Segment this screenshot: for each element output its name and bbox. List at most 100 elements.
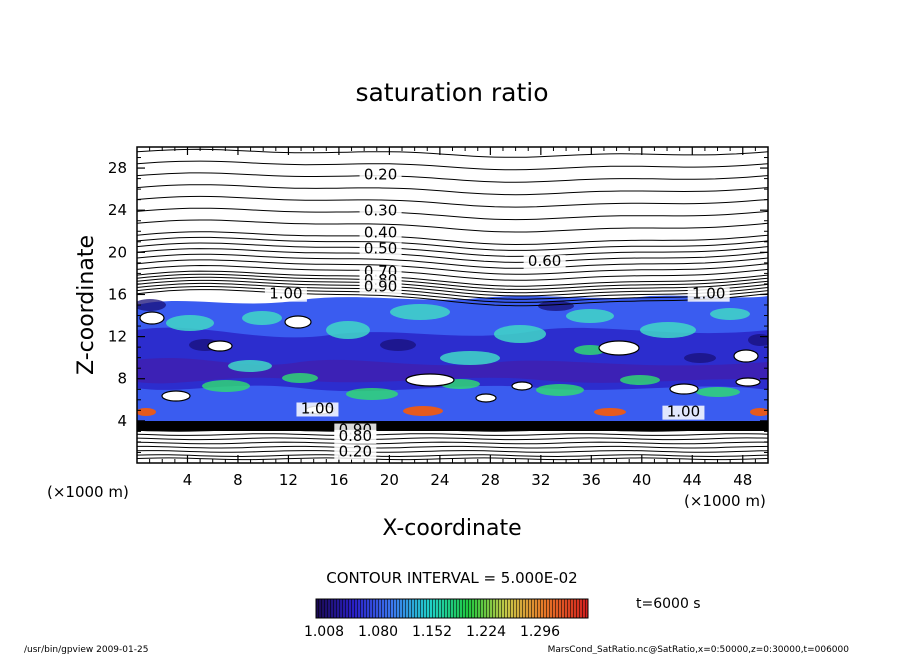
contour-line [137,286,768,303]
y-tick-label-6: 28 [108,159,127,177]
plot-area [137,147,768,463]
supersaturation-field [137,295,768,431]
y-axis: 4 8 12 16 20 24 28 [108,157,768,453]
contour-line [137,450,768,453]
chart-title: saturation ratio [355,78,548,107]
field-cyan-patches [166,304,750,372]
contour-line [137,445,768,449]
contour-label-bg [687,287,730,302]
contour-line [137,429,768,432]
x-tick-label-1: 8 [233,471,243,489]
x-axis-title: X-coordinate [382,516,521,541]
contour-label-bg [264,287,307,302]
y-tick-label-4: 20 [108,243,127,261]
x-tick-label-7: 32 [531,471,550,489]
contour-lines [137,148,768,461]
x-tick-label-8: 36 [582,471,601,489]
contour-line [137,276,768,294]
contour-label-10: 1.00 [301,399,334,417]
contour-label-bg [359,168,402,183]
contour-line [137,253,768,269]
contour-line [137,219,768,233]
contour-label-bg [359,242,402,257]
colorbar-tick-label-4: 1.296 [520,624,560,640]
contour-label-bg [334,445,377,460]
contour-line [137,441,768,445]
y-tick-label-5: 24 [108,201,127,219]
x-axis: 4 8 12 16 20 24 28 32 36 40 44 48 [149,147,756,489]
footer-left: /usr/bin/gpview 2009-01-25 [24,645,148,654]
x-tick-label-2: 12 [279,471,298,489]
colorbar-tick-label-3: 1.224 [466,624,506,640]
y-axis-title: Z-coordinate [74,235,99,375]
contour-label-0: 0.20 [364,166,397,184]
colorbar-tick-label-0: 1.008 [304,624,344,640]
contour-line [137,270,768,287]
y-tick-label-2: 12 [108,328,127,346]
contour-label-bg [662,405,705,420]
contour-label-8: 1.00 [269,285,302,303]
field-peak-patches [137,406,768,416]
colorbar-tick-labels: 1.008 1.080 1.152 1.224 1.296 [304,624,560,640]
contour-label-13: 0.80 [339,427,372,445]
contour-line [137,433,768,436]
contour-label-bg [523,255,566,270]
contour-line [137,273,768,290]
contour-line [137,289,768,307]
contour-line [137,172,768,183]
contour-labels: 0.200.300.400.500.600.700.800.901.00 1.00… [264,166,730,461]
x-unit-label-right: (×1000 m) [684,492,766,510]
x-tick-label-10: 44 [683,471,702,489]
contour-label-1: 0.30 [364,201,397,219]
contour-label-7: 0.90 [364,277,397,295]
contour-line [137,454,768,458]
contour-line [137,264,768,281]
field-unsaturated-holes [139,311,761,415]
x-tick-label-5: 24 [430,471,449,489]
contour-label-4: 0.60 [528,252,561,270]
footer-right: MarsCond_SatRatio.nc@SatRatio,x=0:50000,… [548,645,850,654]
contour-line [137,242,768,257]
contour-label-bg [359,280,402,295]
contour-label-bg [359,226,402,241]
x-tick-label-11: 48 [733,471,752,489]
x-tick-label-6: 28 [481,471,500,489]
contour-line [137,231,768,246]
colorbar-tick-label-1: 1.080 [358,624,398,640]
contour-line [137,457,768,461]
contour-label-9: 1.00 [692,285,725,303]
contour-line [137,282,768,300]
contour-line [137,148,768,158]
contour-label-2: 0.40 [364,224,397,242]
y-tick-label-0: 4 [117,412,127,430]
x-unit-label-left: (×1000 m) [47,483,129,501]
contour-line [137,195,768,208]
contour-line [137,184,768,196]
x-tick-label-0: 4 [183,471,193,489]
contour-line [137,437,768,441]
colorbar-hatch [316,599,588,618]
contour-label-bg [296,402,339,417]
y-tick-label-3: 16 [108,285,127,303]
colorbar-tick-label-2: 1.152 [412,624,452,640]
contour-interval-text: CONTOUR INTERVAL = 5.000E-02 [326,569,577,587]
y-tick-label-1: 8 [117,370,127,388]
x-tick-label-9: 40 [632,471,651,489]
x-tick-label-4: 20 [380,471,399,489]
contour-line [137,279,768,297]
contour-line [137,248,768,263]
contour-line [137,424,768,428]
contour-line [137,259,768,275]
colorbar-frame [315,598,589,619]
contour-label-bg [334,429,377,444]
contour-line [137,160,768,171]
contour-label-11: 1.00 [667,403,700,421]
x-tick-label-3: 16 [329,471,348,489]
contour-label-3: 0.50 [364,239,397,257]
contour-line [137,207,768,221]
contour-label-bg [359,204,402,219]
contour-label-14: 0.20 [339,443,372,461]
colorbar: 1.008 1.080 1.152 1.224 1.296 [304,598,589,640]
time-label: t=6000 s [636,596,701,612]
